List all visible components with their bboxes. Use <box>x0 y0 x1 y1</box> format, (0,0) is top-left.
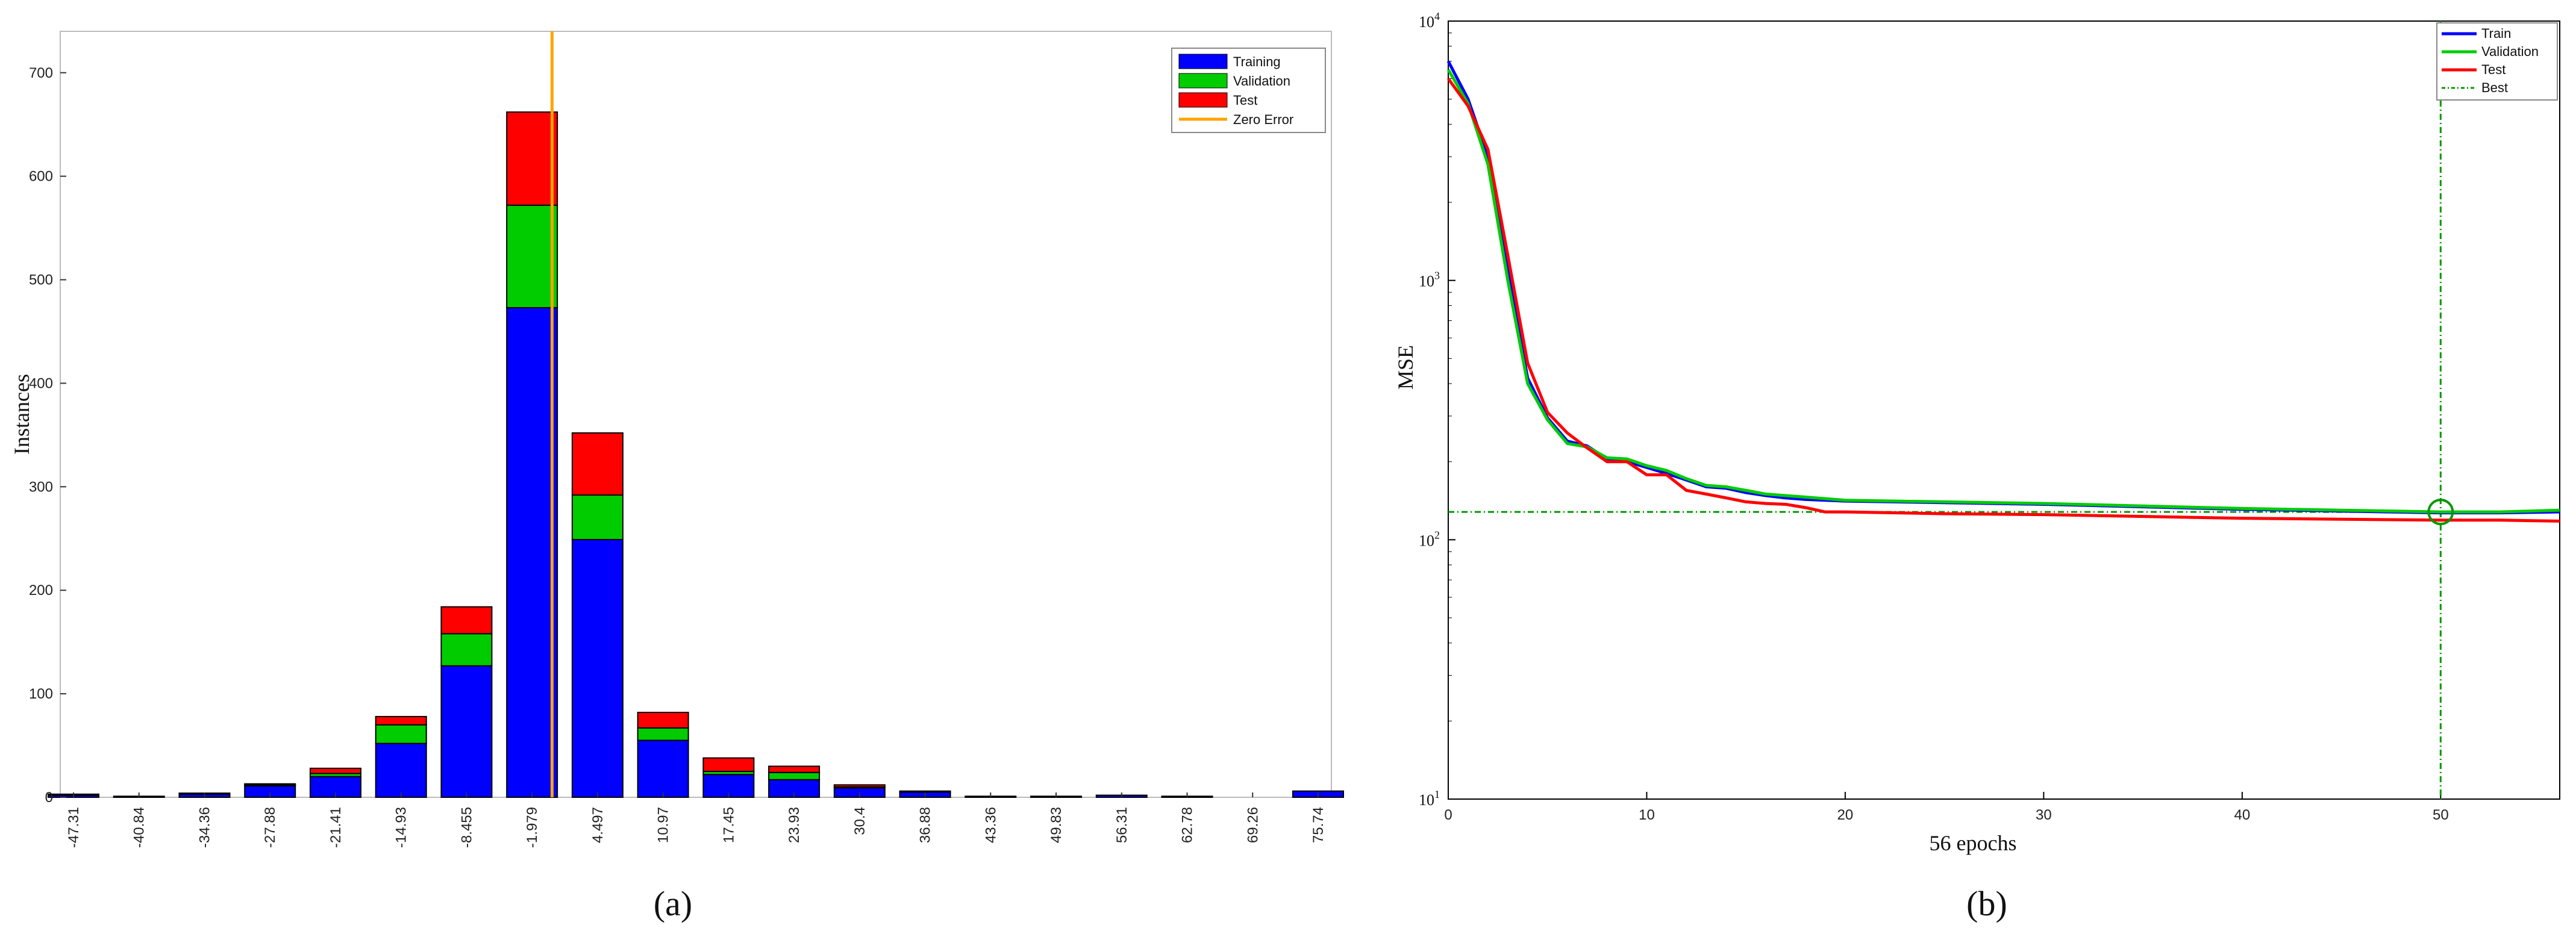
y-tick-label: 100 <box>29 686 53 702</box>
performance-x-axis: 0 10 20 30 40 50 <box>1444 792 2449 823</box>
x-tick-label: -47.31 <box>66 807 82 848</box>
legend-label-test: Test <box>1233 93 1257 108</box>
bar-test-17.45 <box>702 757 755 773</box>
x-tick-label: 10.97 <box>655 807 672 843</box>
x-tick-label: -21.41 <box>328 807 344 848</box>
performance-lines <box>1446 60 2560 523</box>
x-tick-label: 4.497 <box>590 807 606 843</box>
x-tick-label: 30.4 <box>852 807 868 835</box>
histogram-y-label: Instances <box>10 374 34 455</box>
bar-test-4.497 <box>571 432 624 496</box>
line-test <box>1446 78 2560 523</box>
x-tick-label: 30 <box>2036 807 2052 823</box>
x-tick-label: 36.88 <box>918 807 934 843</box>
performance-y-label: MSE <box>1393 345 1418 390</box>
x-tick-label: 0 <box>1444 807 1452 823</box>
panel-b-label: (b) <box>1966 884 2007 923</box>
histogram-panel: 0 100 200 300 400 500 600 700 -47.31 -40.84 -34.3… <box>10 31 1344 923</box>
legend-swatch-test <box>1178 92 1228 108</box>
legend-label-best: Best <box>2481 80 2508 95</box>
bar-test--21.41 <box>309 767 361 774</box>
x-tick-label: 49.83 <box>1048 807 1064 843</box>
bar-validation--1.979 <box>506 204 558 308</box>
performance-panel: 101 102 103 104 0 10 20 30 40 50 MSE 56 epochs T… <box>1393 10 2560 923</box>
x-tick-label: 62.78 <box>1180 807 1196 843</box>
bar-validation-36.88 <box>899 790 951 793</box>
y-tick-label: 500 <box>29 272 53 288</box>
legend-label-training: Training <box>1233 54 1281 69</box>
legend-label-validation: Validation <box>2481 44 2539 59</box>
legend-label-test: Test <box>2481 62 2506 77</box>
bar-test--27.88 <box>244 783 296 786</box>
y-tick-label: 0 <box>45 789 53 806</box>
performance-y-axis: 101 102 103 104 <box>1419 10 1455 809</box>
x-tick-label: -34.36 <box>196 807 213 848</box>
x-tick-label: -1.979 <box>524 807 540 848</box>
y-tick-label: 700 <box>29 65 53 81</box>
bar-test-23.93 <box>768 765 821 773</box>
x-tick-label: 56.31 <box>1114 807 1130 843</box>
x-tick-label: 10 <box>1639 807 1655 823</box>
bar-validation-10.97 <box>637 727 689 741</box>
y-tick-label: 101 <box>1419 788 1440 809</box>
legend-swatch-validation <box>1178 73 1228 89</box>
legend-label-zero-error: Zero Error <box>1233 112 1293 127</box>
bar-training-4.497 <box>571 538 624 798</box>
bar-training--8.455 <box>440 665 493 798</box>
y-tick-label: 104 <box>1419 10 1440 31</box>
y-tick-label: 600 <box>29 169 53 185</box>
x-tick-label: 17.45 <box>721 807 737 843</box>
x-tick-label: 43.36 <box>983 807 999 843</box>
x-tick-label: 23.93 <box>786 807 802 843</box>
y-tick-label: 300 <box>29 479 53 495</box>
legend-label-train: Train <box>2481 26 2511 41</box>
y-tick-label: 200 <box>29 582 53 599</box>
x-tick-label: -14.93 <box>393 807 410 848</box>
histogram-y-axis: 0 100 200 300 400 500 600 700 <box>29 65 66 806</box>
x-tick-label: 50 <box>2433 807 2449 823</box>
x-tick-label: 69.26 <box>1245 807 1261 843</box>
bar-test-30.4 <box>833 784 886 788</box>
bar-test--8.455 <box>440 606 493 635</box>
panel-a-label: (a) <box>654 884 692 923</box>
bar-training--1.979 <box>506 307 558 798</box>
performance-x-label: 56 epochs <box>1930 831 2017 855</box>
bar-validation--8.455 <box>440 633 493 667</box>
bar-validation-23.93 <box>768 771 821 780</box>
bar-test--14.93 <box>375 715 427 726</box>
histogram-plot-area <box>60 31 1332 798</box>
bar-test--1.979 <box>506 111 558 206</box>
bar-validation-4.497 <box>571 494 624 540</box>
best-epoch-marker <box>2427 499 2454 526</box>
y-tick-label: 103 <box>1419 270 1440 290</box>
bar-training-10.97 <box>637 739 689 798</box>
performance-plot-area <box>1448 20 2560 800</box>
x-tick-label: 75.74 <box>1310 807 1327 843</box>
legend-label-validation: Validation <box>1233 73 1290 89</box>
x-tick-label: 20 <box>1837 807 1854 823</box>
bar-training--14.93 <box>375 742 427 798</box>
bar-validation--14.93 <box>375 724 427 744</box>
performance-legend-box <box>2436 22 2558 101</box>
performance-legend: Train Validation Test Best <box>2436 22 2558 101</box>
y-tick-label: 400 <box>29 375 53 391</box>
histogram-x-axis: -47.31 -40.84 -34.36 -27.88 -21.41 -14.93 -8.4… <box>66 792 1327 848</box>
histogram-legend: Training Validation Test Zero Error <box>1171 48 1326 133</box>
y-tick-label: 102 <box>1419 529 1440 549</box>
line-validation <box>1446 69 2560 514</box>
x-tick-label: -27.88 <box>262 807 278 848</box>
x-tick-label: 40 <box>2234 807 2251 823</box>
x-tick-label: -40.84 <box>131 807 148 848</box>
bar-test-10.97 <box>637 712 689 729</box>
x-tick-label: -8.455 <box>458 807 475 848</box>
legend-swatch-training <box>1178 54 1228 69</box>
